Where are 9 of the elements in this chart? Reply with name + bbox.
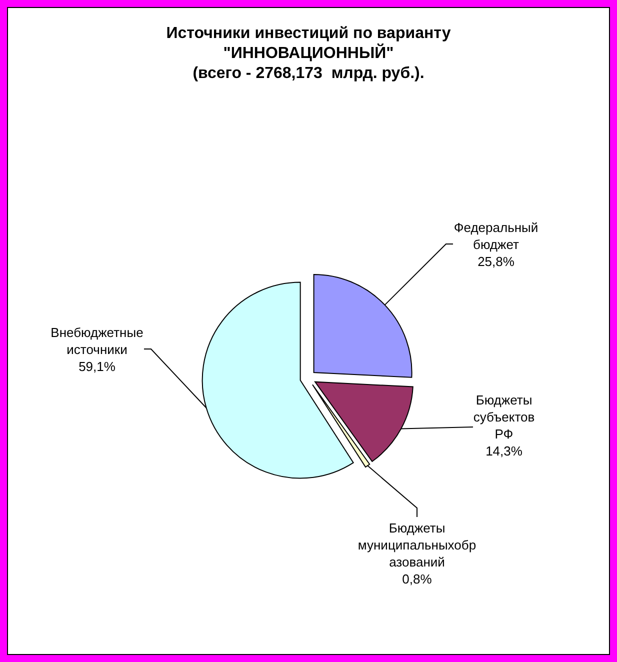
slice-label: Бюджеты субъектов РФ <box>473 392 535 441</box>
data-label: 14,3% <box>486 443 523 458</box>
slice-label: Федеральный бюджет <box>454 220 538 252</box>
slice-label: Бюджеты муниципальныхобразований <box>358 520 476 569</box>
data-label: 25,8% <box>478 254 515 268</box>
slice-label: Внебюджетные источники <box>50 324 144 356</box>
data-label: 59,1% <box>78 358 116 374</box>
data-label: 0,8% <box>402 571 432 586</box>
chart-title: Источники инвестиций по варианту "ИННОВАЦИОННЫЙ" (всего - 2768,173 млрд. руб.). <box>166 24 451 84</box>
